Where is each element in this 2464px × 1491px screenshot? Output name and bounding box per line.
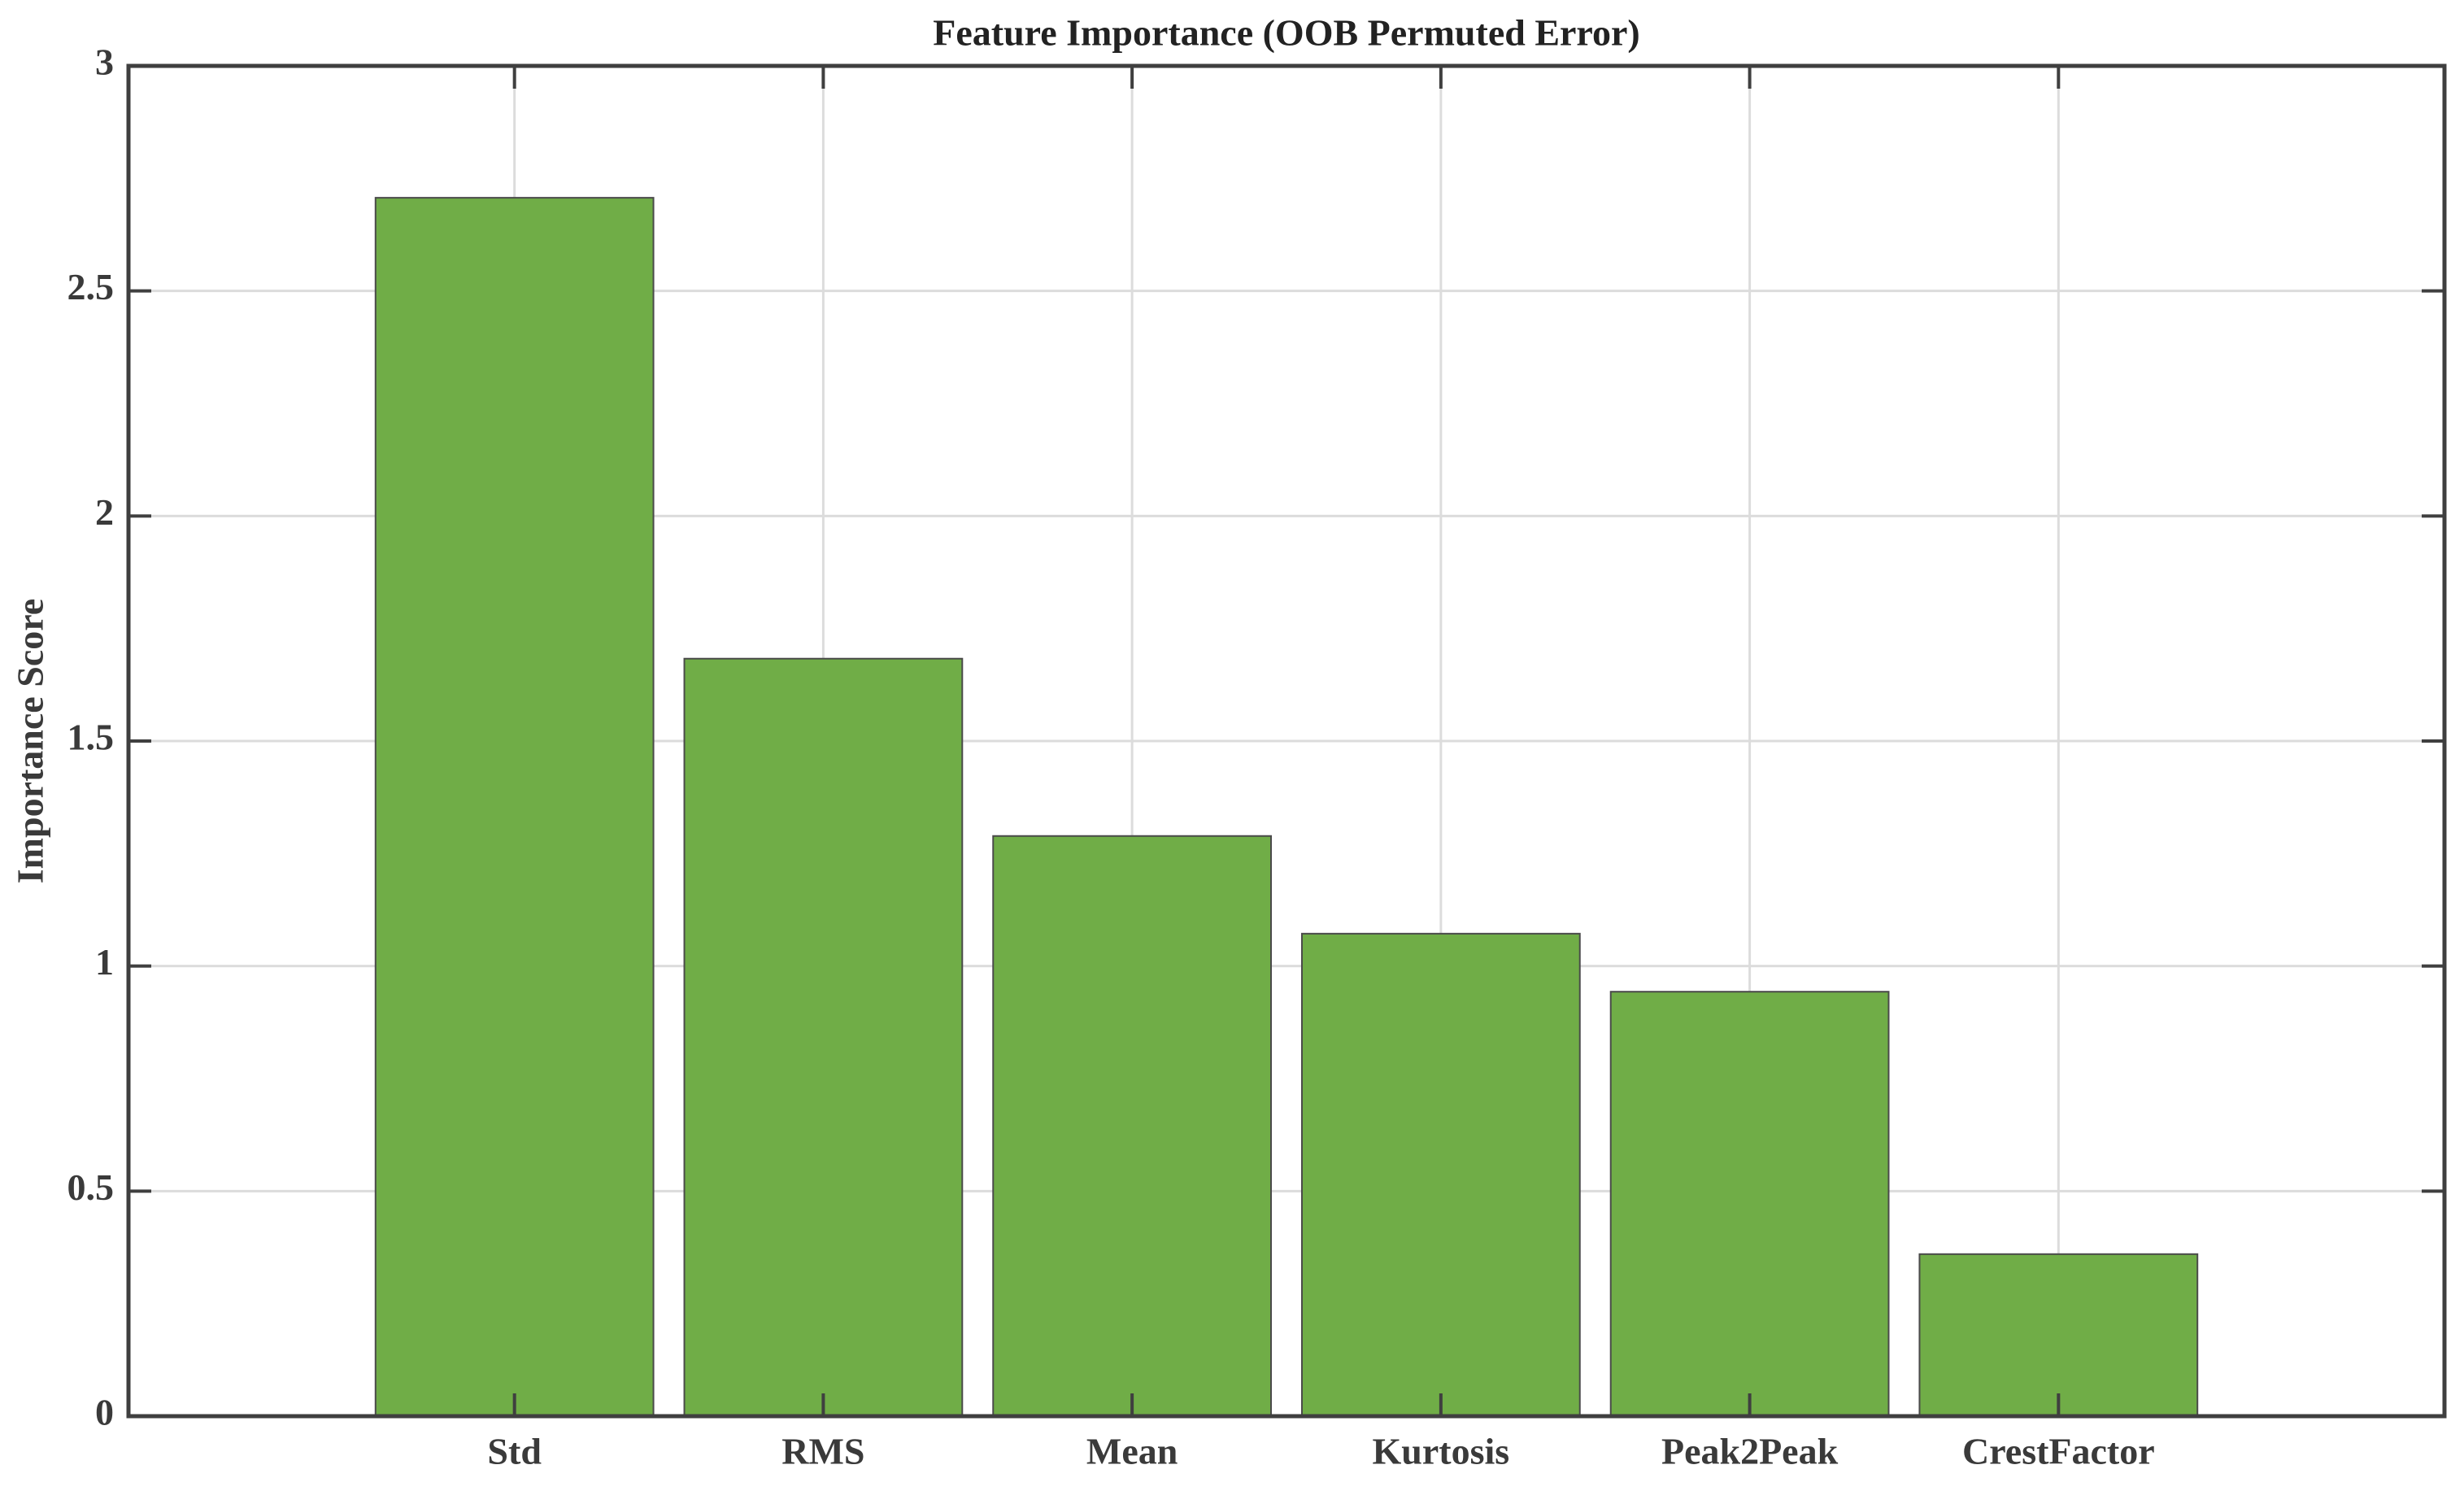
y-tick-label: 2.5 xyxy=(67,266,115,307)
x-tick-label: RMS xyxy=(781,1431,864,1472)
bar xyxy=(374,197,655,1417)
bar xyxy=(992,835,1273,1417)
axes-box xyxy=(126,63,2447,1419)
bar xyxy=(1609,991,1890,1417)
x-tick-label: Std xyxy=(487,1431,542,1472)
y-tick-label: 3 xyxy=(95,41,114,83)
y-tick-label: 2 xyxy=(95,491,114,533)
x-tick-label: CrestFactor xyxy=(1962,1431,2155,1472)
chart-title: Feature Importance (OOB Permuted Error) xyxy=(933,12,1640,54)
y-tick-label: 1.5 xyxy=(67,717,115,758)
y-tick-label: 0 xyxy=(95,1392,114,1433)
x-tick-label: Peak2Peak xyxy=(1661,1431,1839,1472)
bar xyxy=(683,657,964,1417)
y-tick-label: 0.5 xyxy=(67,1166,115,1208)
bar xyxy=(1918,1253,2199,1418)
x-tick-label: Mean xyxy=(1086,1431,1178,1472)
y-tick-label: 1 xyxy=(95,941,114,983)
y-axis-label: Importance Score xyxy=(10,599,51,883)
x-tick-label: Kurtosis xyxy=(1373,1431,1510,1472)
bar xyxy=(1300,932,1581,1417)
